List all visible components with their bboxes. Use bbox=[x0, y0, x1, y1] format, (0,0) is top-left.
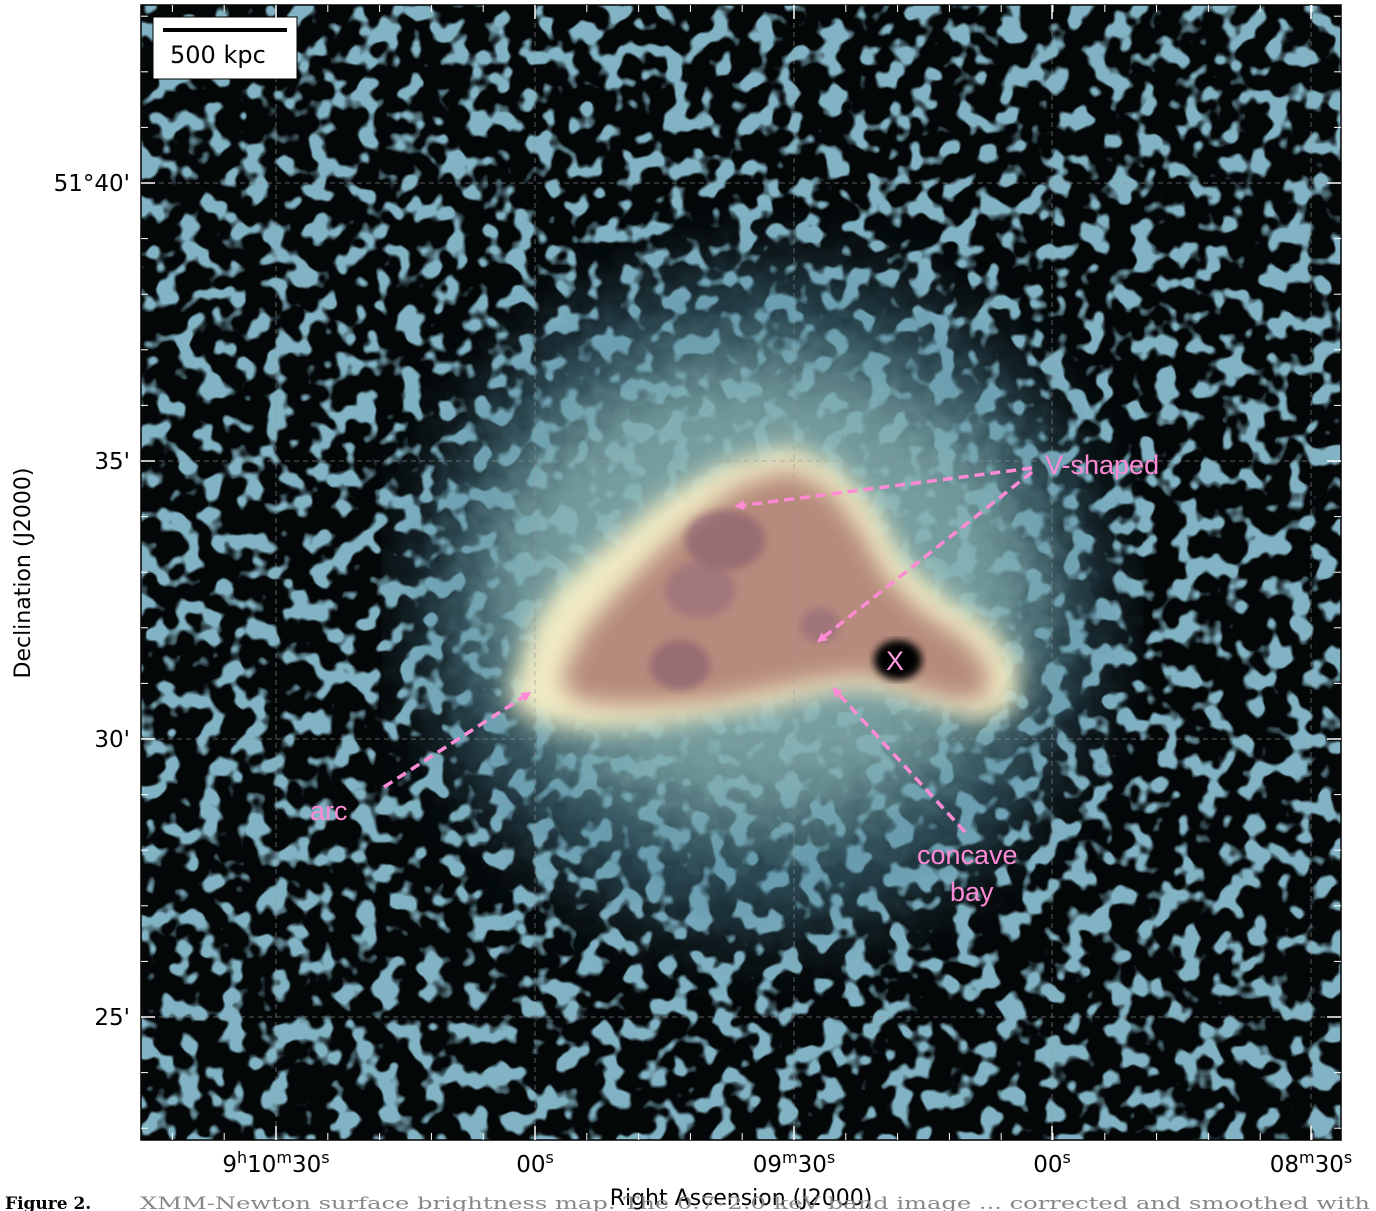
point-source bbox=[874, 640, 922, 680]
x-axis-title: Right Ascension (J2000) bbox=[610, 1186, 873, 1211]
grid bbox=[141, 5, 1341, 1140]
xray-image: V-shaped arc concave bay X 500 kpc bbox=[141, 5, 1341, 1140]
caption-text: XMM-Newton surface brightness map. The 0… bbox=[140, 1194, 1370, 1211]
arrow-concave-bay bbox=[832, 687, 967, 834]
label-x-marker: X bbox=[886, 646, 904, 676]
arrow-arc bbox=[383, 691, 532, 789]
scale-bar: 500 kpc bbox=[152, 16, 298, 80]
core-patch bbox=[685, 510, 765, 570]
core-patch bbox=[800, 607, 840, 643]
label-arc: arc bbox=[310, 796, 348, 826]
xtick-label: 08m30s bbox=[1270, 1148, 1353, 1178]
scale-bar-label: 500 kpc bbox=[170, 41, 266, 69]
minor-ticks bbox=[141, 5, 1341, 1140]
label-bay: bay bbox=[950, 877, 994, 907]
y-axis-title: Declination (J2000) bbox=[11, 468, 36, 679]
arrow-v-shaped-upper bbox=[734, 466, 1033, 511]
label-concave: concave bbox=[917, 840, 1018, 870]
ytick-label: 25' bbox=[94, 1005, 130, 1031]
ytick-label: 30' bbox=[94, 727, 130, 753]
core-patch bbox=[650, 640, 710, 690]
caption-label: Figure 2. bbox=[5, 1194, 91, 1211]
annotation-arrows bbox=[383, 466, 1034, 834]
xtick-label: 00s bbox=[1033, 1148, 1071, 1178]
xtick-label: 00s bbox=[516, 1148, 554, 1178]
arrow-v-shaped-lower bbox=[816, 470, 1034, 643]
xtick-label: 9h10m30s bbox=[222, 1148, 329, 1178]
core-patch bbox=[665, 562, 735, 618]
label-v-shaped: V-shaped bbox=[1045, 450, 1159, 480]
ytick-label: 51°40' bbox=[54, 171, 130, 197]
xtick-label: 09m30s bbox=[753, 1148, 836, 1178]
ytick-label: 35' bbox=[94, 449, 130, 475]
